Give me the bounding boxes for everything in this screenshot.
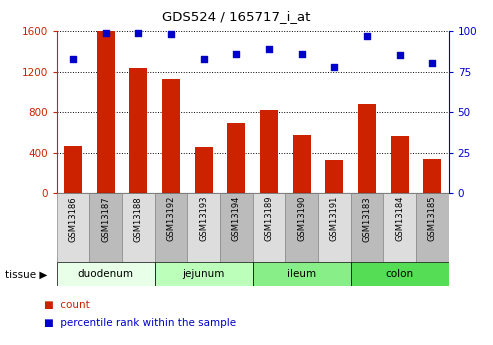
Text: GSM13188: GSM13188 (134, 196, 143, 241)
Bar (227, 123, 246, 193)
Bar (57, 262, 155, 286)
Point (167, 31, 175, 37)
Point (330, 64, 338, 69)
Text: GSM13192: GSM13192 (167, 196, 176, 241)
Text: GSM13190: GSM13190 (297, 196, 306, 241)
Bar (260, 110, 278, 193)
Text: GSM13185: GSM13185 (428, 196, 437, 241)
Point (298, 51, 306, 57)
Text: GSM13189: GSM13189 (264, 196, 274, 241)
Bar (97, 31, 115, 193)
Text: ileum: ileum (287, 269, 316, 279)
Text: duodenum: duodenum (78, 269, 134, 279)
Bar (187, 193, 220, 262)
Bar (351, 262, 449, 286)
Bar (195, 147, 212, 193)
Point (265, 46, 273, 52)
Text: jejunum: jejunum (182, 269, 225, 279)
Text: colon: colon (386, 269, 414, 279)
Text: tissue ▶: tissue ▶ (5, 269, 47, 279)
Text: GDS524 / 165717_i_at: GDS524 / 165717_i_at (163, 10, 311, 23)
Text: GSM13184: GSM13184 (395, 196, 404, 241)
Bar (293, 136, 311, 193)
Text: GSM13193: GSM13193 (199, 196, 208, 241)
Text: GSM13187: GSM13187 (101, 196, 110, 241)
Bar (318, 193, 351, 262)
Bar (129, 68, 147, 193)
Bar (155, 262, 252, 286)
Point (428, 61, 436, 66)
Point (232, 51, 240, 57)
Text: GSM13186: GSM13186 (69, 196, 77, 241)
Bar (325, 160, 343, 193)
Text: GSM13194: GSM13194 (232, 196, 241, 241)
Bar (423, 159, 441, 193)
Bar (252, 262, 351, 286)
Text: ■  percentile rank within the sample: ■ percentile rank within the sample (44, 318, 237, 327)
Bar (64, 146, 82, 193)
Bar (285, 193, 318, 262)
Point (396, 52, 404, 58)
Point (363, 33, 371, 39)
Bar (416, 193, 449, 262)
Point (102, 30, 109, 36)
Bar (122, 193, 155, 262)
Bar (155, 193, 187, 262)
Text: ■  count: ■ count (44, 300, 90, 310)
Bar (89, 193, 122, 262)
Point (200, 56, 208, 61)
Bar (220, 193, 252, 262)
Point (69, 56, 77, 61)
Point (135, 30, 142, 36)
Bar (252, 193, 285, 262)
Bar (390, 136, 409, 193)
Text: GSM13183: GSM13183 (362, 196, 372, 241)
Text: GSM13191: GSM13191 (330, 196, 339, 241)
Bar (383, 193, 416, 262)
Bar (162, 79, 180, 193)
Bar (358, 104, 376, 193)
Bar (351, 193, 383, 262)
Bar (57, 193, 89, 262)
